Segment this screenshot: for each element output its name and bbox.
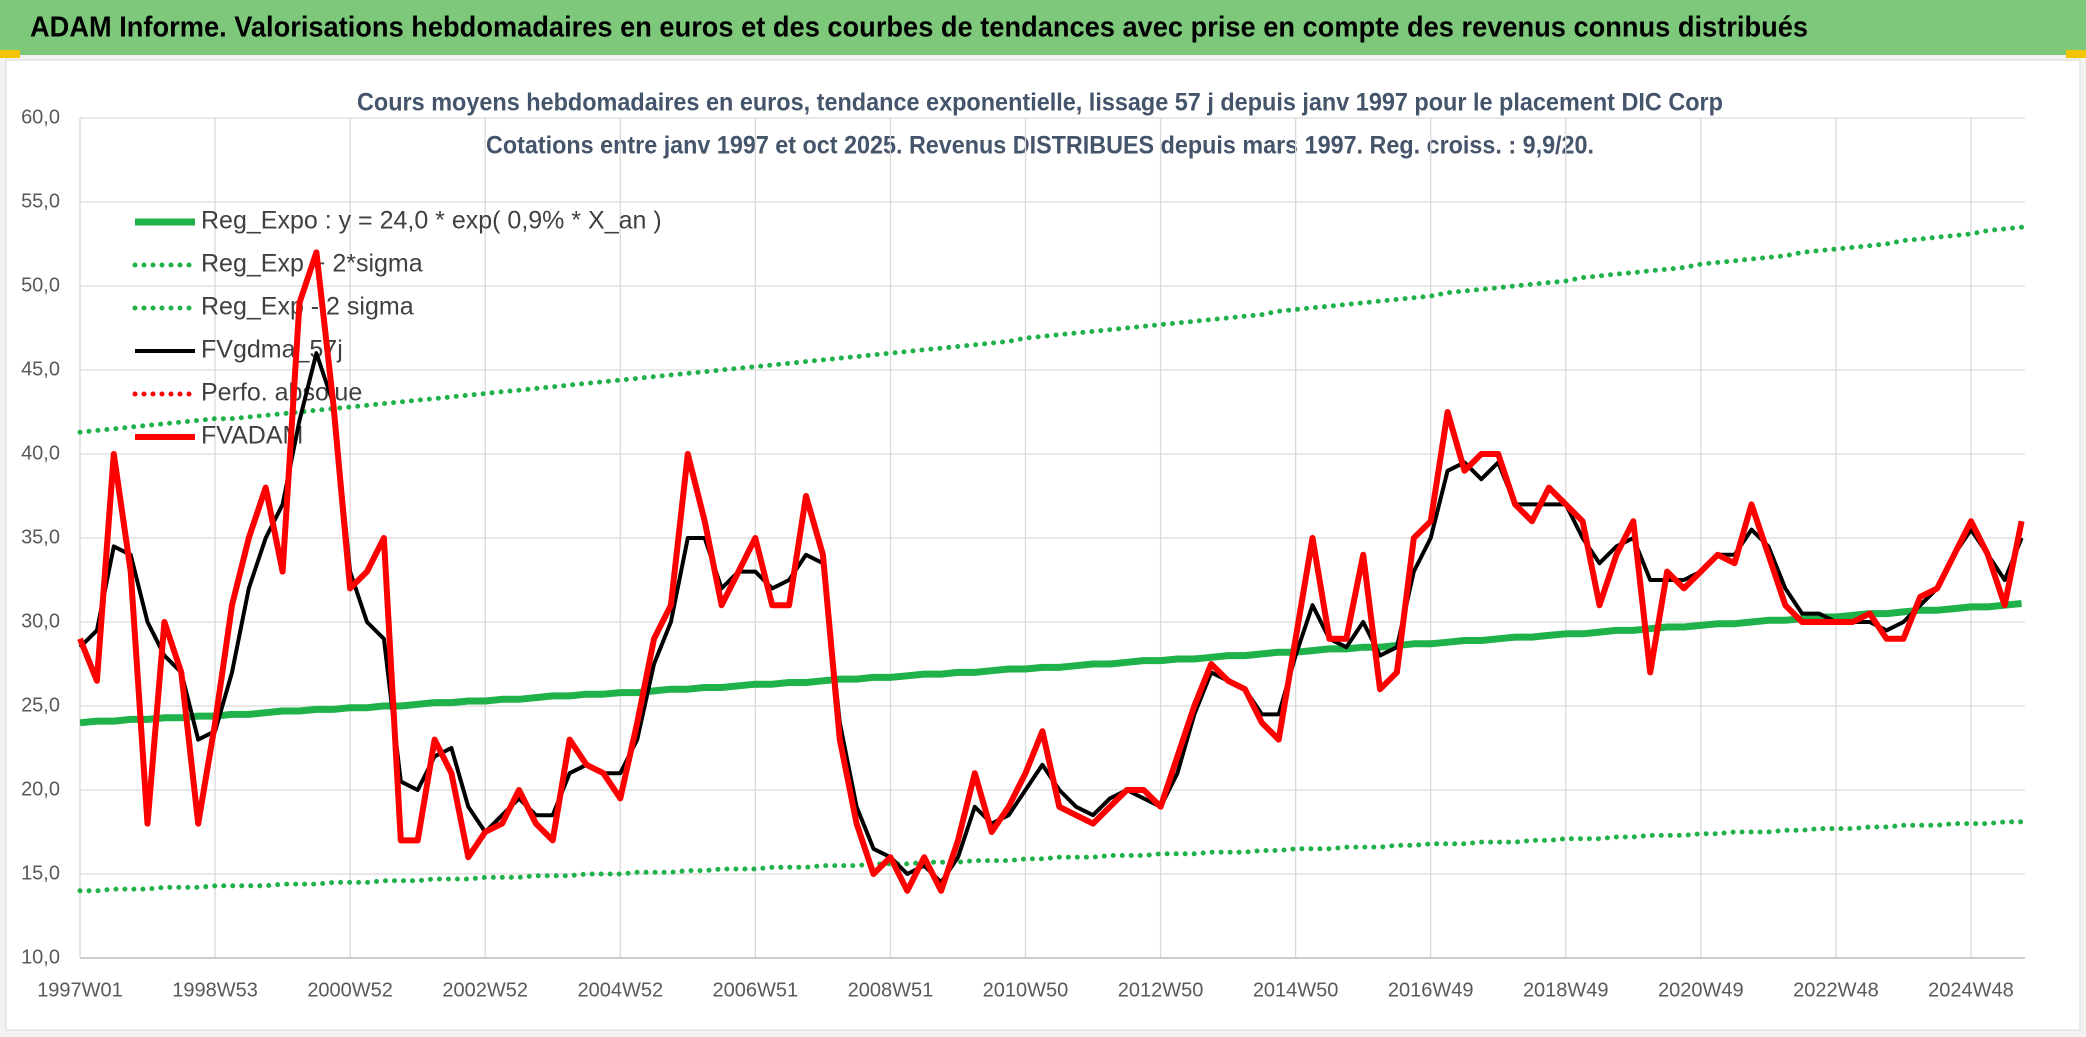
x-tick-label: 2008W51 [848, 979, 934, 1001]
x-tick-label: 1997W01 [37, 979, 123, 1001]
legend-label: Perfo. absolue [201, 379, 362, 407]
y-tick-label: 55,0 [21, 190, 60, 212]
series-line [79, 600, 2022, 727]
y-tick-label: 45,0 [21, 358, 60, 380]
x-tick-label: 2012W50 [1118, 979, 1204, 1001]
legend-label: FVADAM [201, 422, 303, 450]
x-tick-label: 2004W52 [577, 979, 663, 1001]
y-tick-label: 25,0 [21, 694, 60, 716]
x-tick-label: 1998W53 [172, 979, 258, 1001]
x-tick-label: 2010W50 [983, 979, 1069, 1001]
plot-frame [5, 59, 2081, 1031]
legend-label: Reg_Expo : y = 24,0 * exp( 0,9% * X_an ) [201, 207, 662, 235]
x-tick-label: 2018W49 [1523, 979, 1609, 1001]
x-tick-label: 2002W52 [442, 979, 528, 1001]
chart-subtitle: Cours moyens hebdomadaires en euros, ten… [357, 89, 1723, 117]
legend-label: FVgdma_57j [201, 336, 343, 364]
x-tick-label: 2020W49 [1658, 979, 1744, 1001]
y-tick-label: 15,0 [21, 862, 60, 884]
x-tick-label: 2014W50 [1253, 979, 1339, 1001]
x-tick-label: 2016W49 [1388, 979, 1474, 1001]
series-line [77, 224, 2025, 435]
y-tick-label: 50,0 [21, 274, 60, 296]
y-tick-label: 10,0 [21, 946, 60, 968]
y-tick-label: 60,0 [21, 106, 60, 128]
y-tick-label: 40,0 [21, 442, 60, 464]
chart-subtitle: Cotations entre janv 1997 et oct 2025. R… [486, 132, 1594, 160]
series-line [77, 819, 2025, 894]
y-tick-label: 30,0 [21, 610, 60, 632]
series-line [77, 249, 2025, 894]
header-band [0, 0, 2086, 55]
x-tick-label: 2000W52 [307, 979, 393, 1001]
page-title: ADAM Informe. Valorisations hebdomadaire… [30, 12, 1808, 44]
legend-label: Reg_Exp - 2 sigma [201, 293, 414, 321]
x-tick-label: 2006W51 [713, 979, 799, 1001]
corner-mark [2066, 50, 2086, 58]
x-tick-label: 2024W48 [1928, 979, 2014, 1001]
corner-mark [0, 50, 20, 58]
y-tick-label: 20,0 [21, 778, 60, 800]
y-tick-label: 35,0 [21, 526, 60, 548]
x-tick-label: 2022W48 [1793, 979, 1879, 1001]
